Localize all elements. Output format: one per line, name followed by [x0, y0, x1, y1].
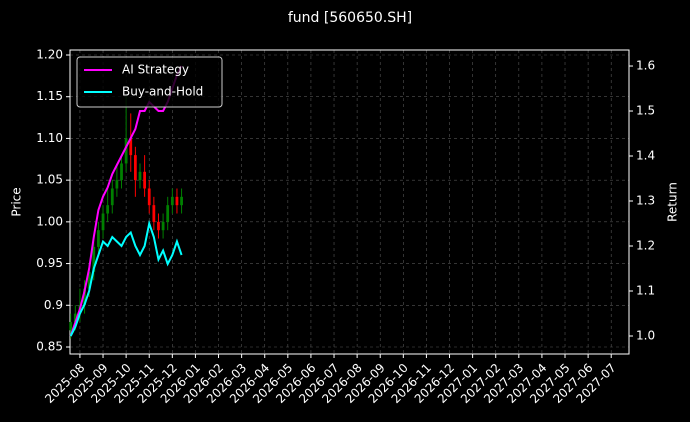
y2-tick-label: 1.5 — [636, 104, 655, 118]
y2-tick-label: 1.3 — [636, 194, 655, 208]
line-series — [69, 219, 183, 337]
candle-body — [138, 171, 142, 181]
y-tick-label: 0.85 — [36, 339, 63, 353]
candle-body — [106, 205, 110, 214]
y-tick-label: 1.20 — [36, 48, 63, 62]
y-tick-label: 1.00 — [36, 214, 63, 228]
candle-body — [73, 313, 77, 322]
candle-body — [166, 205, 170, 222]
candle-body — [110, 188, 114, 206]
y2-tick-label: 1.0 — [636, 329, 655, 343]
legend-box — [76, 56, 223, 108]
legend-label: Buy-and-Hold — [122, 85, 203, 99]
candle-body — [180, 196, 183, 206]
y2-tick-label: 1.1 — [636, 284, 655, 298]
y-tick-label: 1.10 — [36, 131, 63, 145]
candle-body — [161, 221, 165, 231]
candle-body — [83, 288, 86, 306]
legend: AI Strategy Buy-and-Hold — [76, 56, 223, 108]
y2-tick-label: 1.2 — [636, 239, 655, 253]
candle-body — [101, 213, 105, 231]
legend-label: AI Strategy — [122, 63, 189, 77]
candle-body — [124, 138, 128, 164]
y2-tick-label: 1.4 — [636, 149, 655, 163]
y-tick-label: 0.95 — [36, 256, 63, 270]
candle-body — [133, 155, 137, 181]
candle-body — [120, 163, 123, 181]
candle-body — [170, 196, 174, 206]
y-tick-label: 1.05 — [36, 173, 63, 187]
y-tick-label: 1.15 — [36, 89, 63, 103]
plot-frame — [69, 49, 630, 355]
y-axis-label: Price — [10, 187, 24, 216]
y2-tick-label: 1.6 — [636, 59, 655, 73]
candle-body — [147, 188, 151, 206]
candle-body — [143, 171, 146, 189]
candle-body — [87, 271, 91, 289]
candle-body — [115, 180, 119, 189]
candle-body — [157, 221, 160, 231]
chart-title: fund [560650.SH] — [288, 10, 412, 26]
y2-axis-label: Return — [666, 182, 680, 222]
candle-body — [175, 196, 179, 206]
candle-body — [152, 205, 156, 222]
candle-body — [92, 246, 96, 272]
line-series — [69, 65, 183, 337]
candle-body — [97, 230, 100, 247]
candle-body — [69, 321, 73, 331]
y-tick-label: 0.9 — [44, 298, 63, 312]
candle-body — [129, 138, 133, 156]
